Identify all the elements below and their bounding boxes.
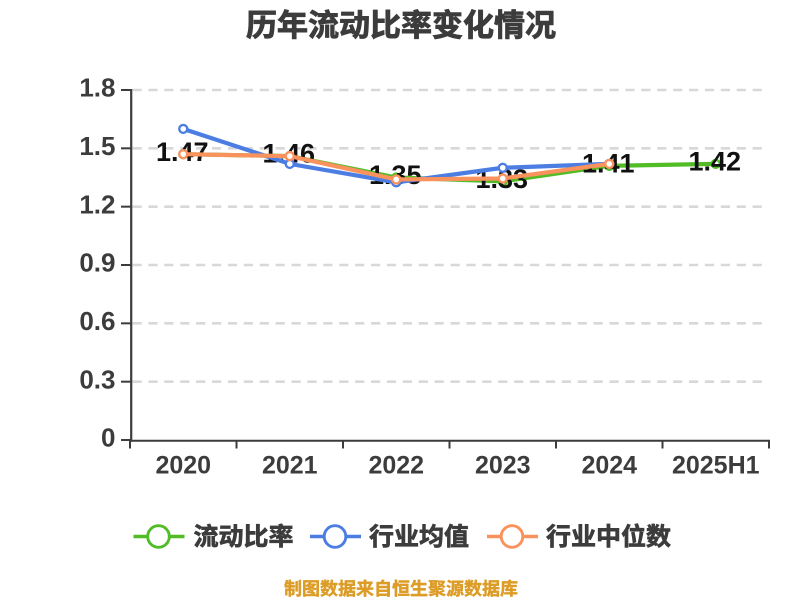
svg-text:0: 0 — [101, 423, 115, 453]
svg-text:2025H1: 2025H1 — [672, 452, 760, 480]
svg-text:0.6: 0.6 — [79, 306, 115, 336]
svg-text:0.3: 0.3 — [79, 364, 115, 394]
svg-text:2022: 2022 — [368, 452, 424, 480]
svg-text:1.8: 1.8 — [79, 73, 115, 103]
svg-text:2024: 2024 — [581, 452, 637, 480]
svg-text:1.5: 1.5 — [79, 131, 115, 161]
svg-text:2020: 2020 — [155, 452, 211, 480]
svg-text:1.42: 1.42 — [688, 146, 741, 176]
svg-text:2023: 2023 — [475, 452, 531, 480]
svg-text:1.2: 1.2 — [79, 189, 115, 219]
svg-text:0.9: 0.9 — [79, 248, 115, 278]
svg-text:2021: 2021 — [262, 452, 318, 480]
